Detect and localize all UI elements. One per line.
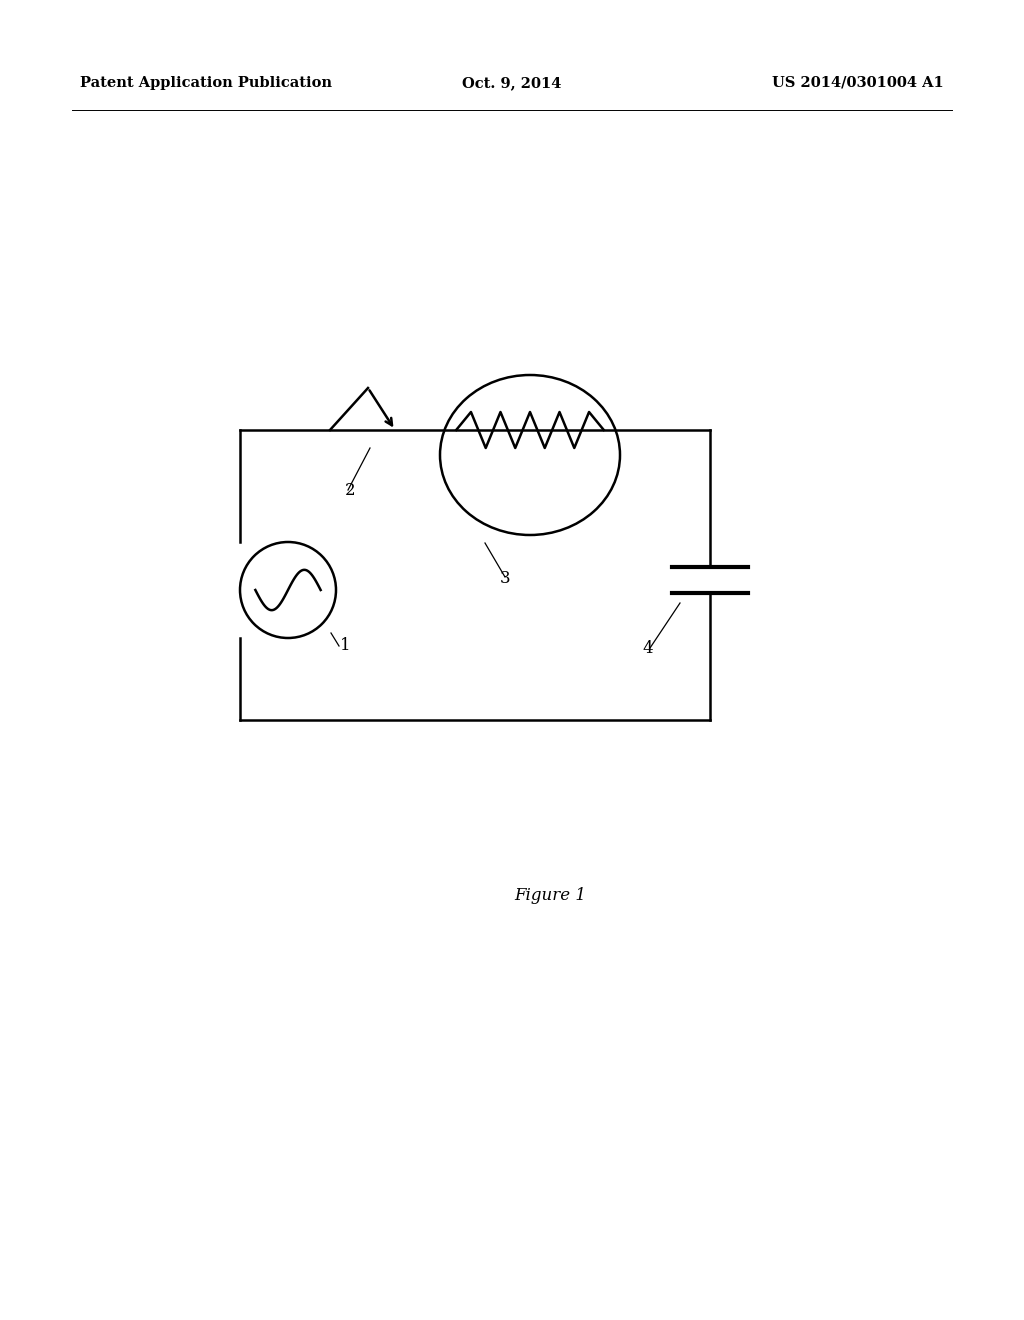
- Text: 3: 3: [500, 570, 511, 587]
- Text: 2: 2: [345, 482, 355, 499]
- Text: Figure 1: Figure 1: [514, 887, 586, 904]
- Text: US 2014/0301004 A1: US 2014/0301004 A1: [772, 77, 944, 90]
- Text: Patent Application Publication: Patent Application Publication: [80, 77, 332, 90]
- Text: Oct. 9, 2014: Oct. 9, 2014: [462, 77, 562, 90]
- Text: 1: 1: [340, 638, 350, 653]
- Text: 4: 4: [642, 640, 652, 657]
